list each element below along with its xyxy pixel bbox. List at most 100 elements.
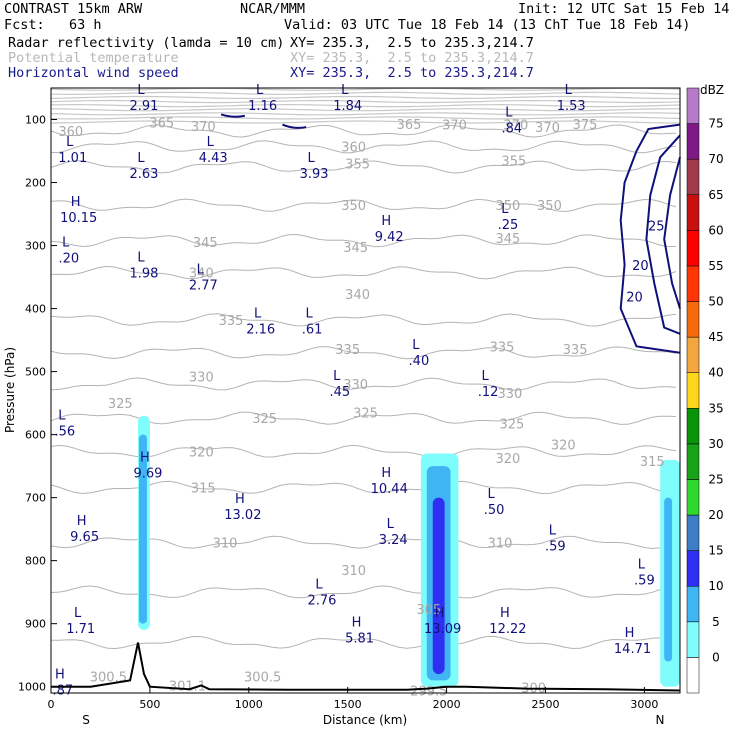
extremum-marker: L [137, 83, 145, 98]
wind-label: 25 [648, 219, 665, 234]
south-endpoint: S [82, 713, 90, 727]
field-reflectivity: Radar reflectivity (lamda = 10 cm) [8, 35, 285, 51]
theta-label: 345 [193, 236, 218, 251]
extremum-value: .84 [502, 122, 523, 137]
colorbar-label: 10 [708, 579, 723, 593]
theta-label: 330 [343, 378, 368, 393]
extremum-value: 14.71 [614, 642, 651, 657]
wind-speed-contour [619, 123, 681, 354]
theta-label: 345 [343, 241, 368, 256]
extremum-marker: L [307, 151, 315, 166]
theta-label: 345 [496, 232, 521, 247]
extremum-value: 1.01 [58, 151, 87, 166]
x-tick-label: 3000 [630, 698, 658, 711]
theta-contour [50, 535, 677, 550]
extremum-marker: H [235, 492, 245, 507]
wind-speed-contour [282, 123, 307, 129]
wind-speed-contour [220, 113, 246, 118]
colorbar-label: 45 [708, 330, 723, 344]
north-endpoint: N [656, 713, 665, 727]
colorbar-swatch [686, 443, 700, 480]
extremum-value: 1.16 [248, 99, 277, 114]
extremum-marker: H [55, 668, 65, 683]
extremum-marker: L [638, 557, 646, 572]
y-tick-label: 700 [25, 492, 46, 505]
theta-label: 330 [497, 387, 522, 402]
theta-label: 350 [496, 199, 521, 214]
theta-label: 335 [335, 343, 360, 358]
theta-contour [50, 116, 681, 120]
field-wind-xy: XY= 235.3, 2.5 to 235.3,214.7 [290, 65, 534, 81]
extremum-value: .59 [634, 573, 655, 588]
extremum-value: 3.24 [379, 533, 408, 548]
theta-label: 325 [108, 397, 133, 412]
theta-label: 360 [58, 125, 83, 140]
colorbar-label: 50 [708, 295, 723, 309]
theta-label: 305 [416, 603, 441, 618]
extremum-marker: H [77, 514, 87, 529]
theta-label: 330 [189, 371, 214, 386]
theta-label: 320 [551, 439, 576, 454]
theta-contour [50, 635, 677, 650]
extremum-value: 10.44 [371, 482, 408, 497]
extremum-marker: L [74, 606, 82, 621]
colorbar-swatch [686, 550, 700, 587]
theta-contour [50, 99, 681, 104]
theta-label: 370 [503, 119, 528, 134]
field-theta: Potential temperature [8, 50, 179, 66]
y-tick-label: 1000 [18, 681, 46, 694]
extremum-value: 12.22 [489, 622, 526, 637]
wind-speed-contour [663, 157, 681, 309]
extremum-value: 2.76 [308, 594, 337, 609]
x-tick-label: 0 [48, 698, 55, 711]
theta-label: 310 [488, 536, 513, 551]
theta-contour [50, 112, 681, 116]
field-theta-xy: XY= 235.3, 2.5 to 235.3,214.7 [290, 50, 534, 66]
theta-contour [50, 160, 677, 174]
colorbar-label: 40 [708, 366, 723, 380]
theta-label: 315 [191, 482, 216, 497]
colorbar-unit: dBZ [700, 83, 724, 97]
extremum-marker: L [315, 578, 323, 593]
chart-title: CONTRAST 15km ARW [4, 1, 143, 17]
theta-contour [50, 87, 681, 91]
extremum-marker: L [333, 369, 341, 384]
theta-contour [50, 124, 677, 138]
extremum-marker: H [381, 466, 391, 481]
extremum-value: 5.81 [345, 631, 374, 646]
theta-contour [50, 95, 681, 100]
colorbar-swatch [686, 585, 700, 623]
theta-contour [50, 313, 677, 327]
x-tick-label: 1000 [235, 698, 263, 711]
extremum-value: .56 [55, 425, 76, 440]
colorbar-swatch [686, 479, 700, 516]
extremum-value: 13.02 [224, 508, 261, 523]
theta-label: 365 [149, 117, 174, 132]
theta-label: 300.5 [244, 671, 281, 686]
theta-label: 350 [537, 199, 562, 214]
colorbar-swatch [686, 657, 700, 694]
extremum-value: 1.98 [129, 267, 158, 282]
colorbar-label: 60 [708, 223, 723, 237]
y-tick-label: 100 [25, 114, 46, 127]
extremum-value: 2.63 [129, 167, 158, 182]
terrain-line [51, 642, 681, 692]
theta-label: 370 [442, 119, 467, 134]
colorbar-swatch [686, 87, 700, 124]
colorbar-swatch [686, 194, 700, 231]
theta-label: 301.1 [169, 679, 206, 694]
colorbar-label: 15 [708, 544, 723, 558]
extremum-marker: L [254, 307, 262, 322]
extremum-value: .25 [498, 218, 519, 233]
extremum-marker: L [341, 83, 349, 98]
x-tick-label: 1500 [334, 698, 362, 711]
extremum-value: 1.71 [66, 622, 95, 637]
colorbar-swatch [686, 336, 700, 373]
y-tick-label: 600 [25, 429, 46, 442]
theta-label: 320 [496, 452, 521, 467]
org-label: NCAR/MMM [240, 1, 306, 17]
x-axis-label: Distance (km) [323, 713, 407, 727]
theta-label: 355 [345, 158, 370, 173]
theta-contour [50, 480, 677, 495]
extremum-value: 1.53 [557, 99, 586, 114]
